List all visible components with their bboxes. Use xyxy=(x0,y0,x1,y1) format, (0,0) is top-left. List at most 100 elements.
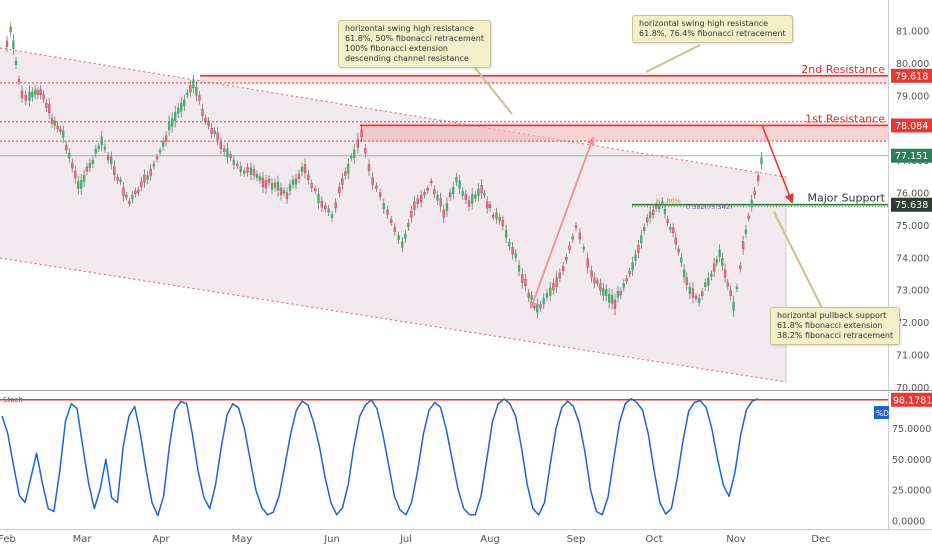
candle-body xyxy=(88,162,92,168)
price-tick-label: 76.000 xyxy=(896,189,929,200)
month-tick-label: Feb xyxy=(0,534,16,545)
candle-body xyxy=(718,249,721,257)
candle-body xyxy=(12,40,15,49)
candle-body xyxy=(353,149,356,158)
candle-body xyxy=(364,148,367,154)
price-tick-label: 75.000 xyxy=(896,221,929,232)
annotation-line: 61.8%, 50% fibonacci retracement xyxy=(345,34,484,43)
candle-body xyxy=(226,148,229,158)
candle-body xyxy=(599,283,602,291)
candle-body xyxy=(483,192,486,196)
month-tick-label: Jun xyxy=(323,534,340,545)
candle-body xyxy=(404,233,407,239)
candle-body xyxy=(285,192,289,200)
candle-body xyxy=(229,154,232,158)
candle-body xyxy=(110,156,113,165)
candle-body xyxy=(249,167,253,176)
candle-body xyxy=(712,263,716,272)
candle-body xyxy=(517,265,521,272)
candle-body xyxy=(539,304,542,309)
candle-body xyxy=(533,305,536,309)
candle-body xyxy=(480,185,483,194)
candle-body xyxy=(671,227,675,233)
candle-body xyxy=(276,181,280,191)
candle-body xyxy=(207,121,210,126)
candle-body xyxy=(561,266,565,272)
candle-body xyxy=(747,215,750,219)
candle-body xyxy=(53,120,56,126)
candle-body xyxy=(258,176,262,181)
candle-body xyxy=(356,138,360,148)
candle-body xyxy=(140,181,143,187)
candle-body xyxy=(255,173,259,178)
candle-body xyxy=(521,274,524,283)
candle-body xyxy=(430,180,433,184)
candle-body xyxy=(593,277,596,284)
candle-body xyxy=(401,241,404,248)
stoch-d-line xyxy=(1,397,759,517)
candle-body xyxy=(464,194,468,200)
candle-body xyxy=(180,102,183,112)
candle-body xyxy=(477,188,480,196)
candle-body xyxy=(605,289,608,297)
candle-body xyxy=(307,174,310,181)
candle-body xyxy=(137,189,140,193)
candle-body xyxy=(71,162,74,169)
candle-body xyxy=(320,201,324,208)
candle-body xyxy=(640,235,643,244)
candle-body xyxy=(735,286,739,290)
candle-body xyxy=(324,205,327,210)
candle-body xyxy=(625,278,628,282)
candle-body xyxy=(586,258,589,268)
candle-body xyxy=(726,282,729,287)
candle-body xyxy=(524,279,527,287)
candle-body xyxy=(619,291,622,296)
candle-body xyxy=(161,141,165,147)
candle-body xyxy=(729,290,732,296)
price-tick-label: 71.000 xyxy=(896,351,929,362)
candle-body xyxy=(131,194,134,200)
candle-body xyxy=(94,148,97,154)
candle-body xyxy=(574,225,578,229)
candle-body xyxy=(24,94,27,101)
candle-body xyxy=(116,177,119,181)
candle-body xyxy=(327,208,330,213)
candle-body xyxy=(134,190,137,195)
candle-body xyxy=(501,220,505,226)
candle-body xyxy=(122,187,125,196)
candle-body xyxy=(732,301,735,311)
level-label: Major Support xyxy=(807,192,885,205)
candle-body xyxy=(602,288,605,296)
candle-body xyxy=(330,214,334,219)
candle-body xyxy=(571,236,574,240)
candle-body xyxy=(45,103,48,108)
month-tick-label: Aug xyxy=(480,534,500,545)
annotation-line: descending channel resistance xyxy=(345,54,469,63)
candle-body xyxy=(56,125,59,130)
stoch-tick-label: 50.0000 xyxy=(892,455,931,466)
candle-body xyxy=(167,121,171,131)
price-tick-label: 72.000 xyxy=(896,318,929,329)
candle-body xyxy=(186,92,189,96)
annotation-swing-high-channel: horizontal swing high resistance 61.8%, … xyxy=(338,20,491,68)
candle-body xyxy=(232,159,236,165)
candle-body xyxy=(119,179,122,182)
price-badge-label: 78.084 xyxy=(895,121,928,132)
candle-body xyxy=(192,80,195,89)
candle-body xyxy=(291,179,295,185)
candle-body xyxy=(91,159,95,165)
candle-body xyxy=(536,304,539,313)
price-tick-label: 80.000 xyxy=(896,59,929,70)
candle-body xyxy=(445,203,449,212)
candle-body xyxy=(367,164,371,171)
candle-body xyxy=(264,180,268,189)
fib-label: 61.80% xyxy=(656,197,681,205)
candle-body xyxy=(410,210,413,218)
month-tick-label: Sep xyxy=(567,534,586,545)
candle-body xyxy=(210,128,213,134)
candle-body xyxy=(433,189,436,195)
candle-body xyxy=(152,163,156,167)
month-tick-label: Jul xyxy=(399,534,412,545)
